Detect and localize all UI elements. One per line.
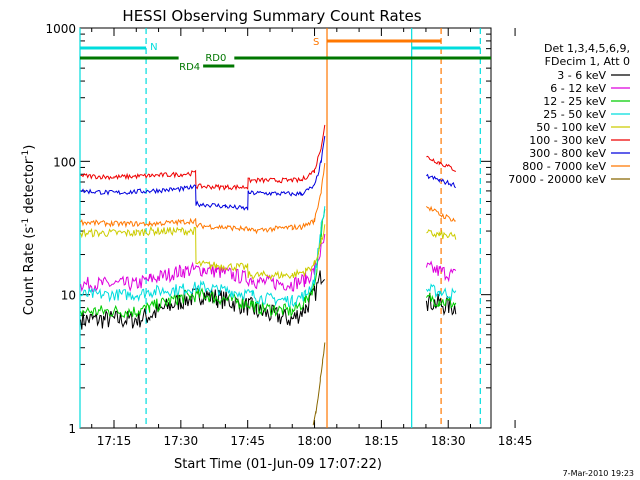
series-line xyxy=(426,173,457,189)
legend-entry-label: 100 - 300 keV xyxy=(529,134,606,147)
series-line xyxy=(80,233,326,293)
legend-entry-label: 7000 - 20000 keV xyxy=(508,173,606,186)
series-8 xyxy=(80,162,456,235)
series-6 xyxy=(80,124,456,191)
saa-label: S xyxy=(313,37,319,48)
series-line xyxy=(425,292,457,309)
legend-entry-label: 800 - 7000 keV xyxy=(522,160,606,173)
series-line xyxy=(425,260,457,283)
series-line xyxy=(80,135,326,211)
x-axis-label: Start Time (01-Jun-09 17:07:22) xyxy=(174,457,382,472)
series-line xyxy=(80,162,326,235)
legend: Det 1,3,4,5,6,9,FDecim 1, Att 03 - 6 keV… xyxy=(508,42,630,186)
x-tick-label: 18:45 xyxy=(498,434,533,448)
series-line xyxy=(426,229,457,240)
x-tick-label: 18:30 xyxy=(431,434,466,448)
series-4 xyxy=(80,206,457,308)
plot-area xyxy=(79,27,492,429)
x-tick-label: 18:00 xyxy=(297,434,332,448)
series-3 xyxy=(80,209,457,319)
legend-entry-label: 300 - 800 keV xyxy=(529,147,606,160)
series-line xyxy=(80,209,326,319)
chart-title: HESSI Observing Summary Count Rates xyxy=(122,7,421,25)
y-tick-label: 1000 xyxy=(45,22,76,36)
series-line xyxy=(426,155,456,172)
y-tick-label: 100 xyxy=(53,155,76,169)
series-line xyxy=(312,342,326,426)
series-line xyxy=(80,124,326,191)
rd0-label: RD0 xyxy=(205,53,226,64)
plot-frame xyxy=(79,27,492,429)
series-line xyxy=(80,224,326,281)
series-1 xyxy=(80,270,457,330)
y-tick-label: 10 xyxy=(61,289,76,303)
legend-entry-label: 3 - 6 keV xyxy=(557,69,606,82)
legend-header: Det 1,3,4,5,6,9, xyxy=(544,42,630,55)
legend-entry-label: 12 - 25 keV xyxy=(543,95,606,108)
night-label: N xyxy=(150,42,157,53)
legend-entry-label: 25 - 50 keV xyxy=(543,108,606,121)
legend-entry-label: 6 - 12 keV xyxy=(550,82,606,95)
series-line xyxy=(80,270,326,330)
x-tick-label: 17:30 xyxy=(164,434,199,448)
y-axis-label: Count Rate (s-1 detector-1) xyxy=(21,145,37,316)
series-group xyxy=(80,124,457,426)
footer-date: 7-Mar-2010 19:23 xyxy=(563,469,634,478)
series-9 xyxy=(312,342,326,426)
annotations: N S RD0 RD4 xyxy=(79,28,491,428)
axes: 17:15 17:30 17:45 18:00 18:15 18:30 18:45 1 10 10… xyxy=(45,22,532,448)
x-tick-label: 18:15 xyxy=(364,434,399,448)
series-7 xyxy=(80,135,457,211)
rd4-label: RD4 xyxy=(179,62,200,73)
series-5 xyxy=(80,224,457,281)
series-2 xyxy=(80,233,457,293)
series-line xyxy=(80,206,326,308)
x-tick-label: 17:45 xyxy=(230,434,265,448)
series-line xyxy=(426,205,456,222)
x-tick-label: 17:15 xyxy=(97,434,132,448)
legend-entry-label: 50 - 100 keV xyxy=(536,121,606,134)
series-line xyxy=(425,283,457,302)
y-tick-label: 1 xyxy=(68,422,76,436)
legend-header: FDecim 1, Att 0 xyxy=(545,55,630,68)
